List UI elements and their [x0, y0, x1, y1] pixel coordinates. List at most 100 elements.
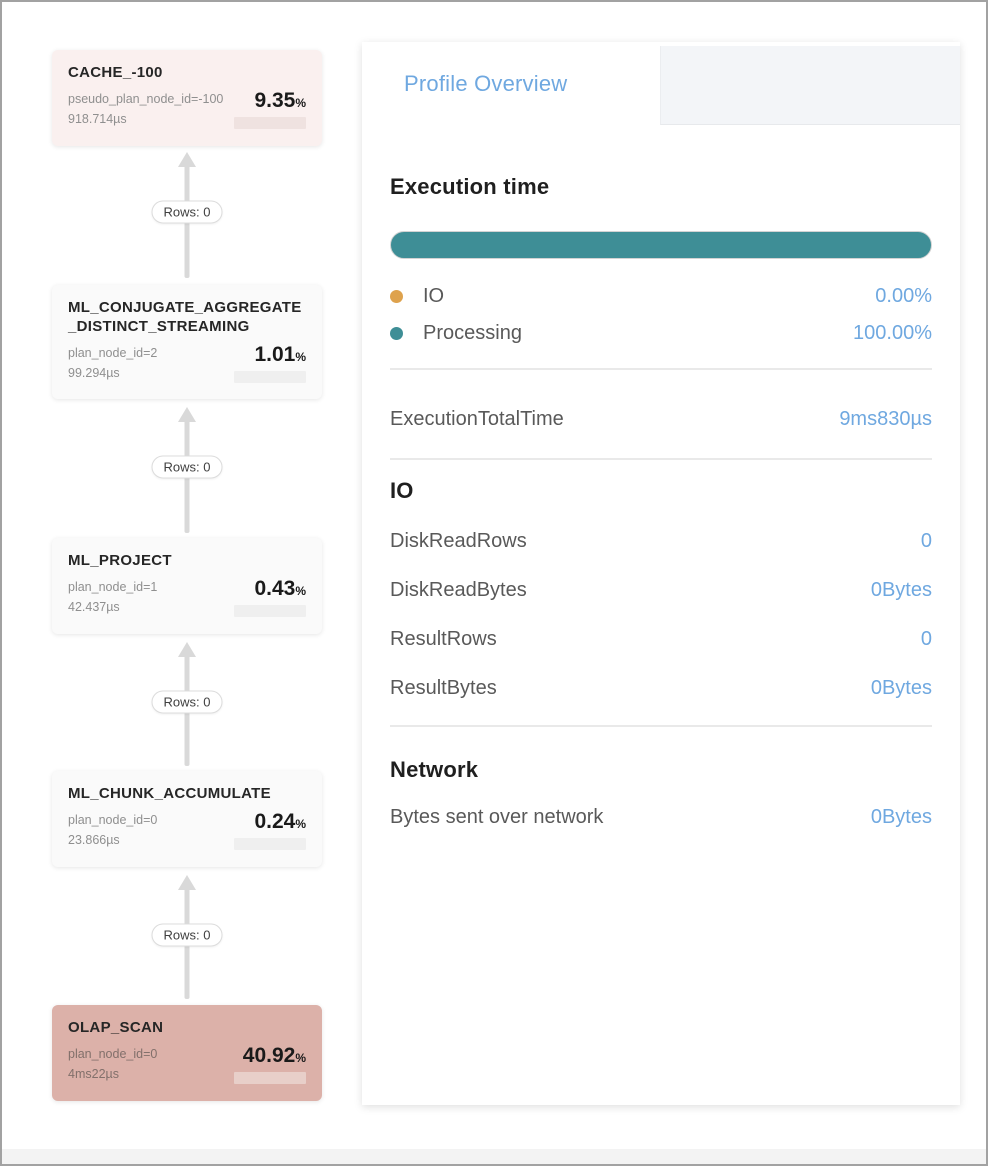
io-section-heading: IO — [390, 478, 414, 503]
plan-node-time: 99.294µs — [68, 366, 120, 381]
tab-bar-filler — [660, 46, 960, 125]
rows-badge: Rows: 0 — [151, 690, 223, 714]
tab-bar: Profile Overview — [362, 42, 960, 125]
plan-edge: Rows: 0 — [142, 875, 232, 999]
io-dot-icon — [390, 290, 403, 303]
disk-read-rows-row: DiskReadRows 0 — [390, 517, 932, 566]
metric-label: ResultBytes — [390, 677, 497, 699]
disk-read-bytes-row: DiskReadBytes 0Bytes — [390, 566, 932, 615]
result-rows-row: ResultRows 0 — [390, 615, 932, 664]
plan-node-percent: 9.35% — [234, 89, 306, 130]
processing-dot-icon — [390, 327, 403, 340]
plan-node-meta: plan_node_id=1 42.437µs — [68, 577, 157, 617]
percent-value: 1.01 — [254, 343, 296, 367]
plan-node-name: ML_CHUNK_ACCUMULATE — [68, 785, 271, 802]
metric-value: 0 — [920, 628, 932, 650]
percent-value: 9.35 — [254, 89, 296, 113]
metric-value: 0Bytes — [870, 579, 932, 601]
arrow-up-icon — [178, 642, 196, 657]
percent-bar — [234, 838, 306, 851]
percent-bar — [234, 1072, 306, 1085]
plan-node-card-cache[interactable]: CACHE_-100 pseudo_plan_node_id=-100 918.… — [52, 50, 322, 146]
legend-label: Processing — [423, 322, 522, 344]
divider — [390, 458, 932, 460]
plan-node-percent: 0.24% — [234, 810, 306, 851]
plan-node-time: 42.437µs — [68, 600, 120, 615]
network-section-heading: Network — [390, 757, 479, 782]
divider — [390, 368, 932, 370]
plan-node-name: OLAP_SCAN — [68, 1019, 164, 1036]
metric-value: 0 — [920, 530, 932, 552]
metric-label: DiskReadRows — [390, 530, 527, 552]
percent-sign: % — [295, 96, 306, 111]
metric-label: ExecutionTotalTime — [390, 407, 564, 430]
percent-sign: % — [295, 584, 306, 599]
tab-label: Profile Overview — [404, 70, 568, 96]
rows-badge: Rows: 0 — [151, 200, 223, 224]
metric-value: 9ms830µs — [839, 407, 932, 430]
percent-bar — [234, 117, 306, 130]
percent-sign: % — [295, 1051, 306, 1066]
plan-node-id: pseudo_plan_node_id=-100 — [68, 92, 224, 107]
plan-node-percent: 1.01% — [234, 343, 306, 384]
divider — [390, 725, 932, 727]
bottom-strip — [2, 1149, 986, 1164]
legend-label: IO — [423, 285, 445, 307]
execution-total-time-row: ExecutionTotalTime 9ms830µs — [390, 404, 932, 434]
plan-node-name: ML_CONJUGATE_AGGREGATE_DISTINCT_STREAMIN… — [68, 299, 302, 336]
profile-overview-panel: Profile Overview Execution time IO 0.00%… — [362, 42, 960, 1105]
plan-node-card-aggregate[interactable]: ML_CONJUGATE_AGGREGATE_DISTINCT_STREAMIN… — [52, 285, 322, 399]
plan-node-time: 4ms22µs — [68, 1067, 119, 1082]
plan-node-percent: 0.43% — [234, 577, 306, 618]
plan-edge: Rows: 0 — [142, 152, 232, 278]
legend-row-io: IO 0.00% — [390, 278, 932, 315]
metric-label: Bytes sent over network — [390, 805, 604, 828]
arrow-up-icon — [178, 875, 196, 890]
plan-node-meta: plan_node_id=2 99.294µs — [68, 343, 157, 383]
plan-node-percent: 40.92% — [234, 1044, 306, 1085]
percent-sign: % — [295, 817, 306, 832]
io-metrics: DiskReadRows 0 DiskReadBytes 0Bytes Resu… — [390, 517, 932, 713]
plan-node-card-olap-scan[interactable]: OLAP_SCAN plan_node_id=0 4ms22µs 40.92% — [52, 1005, 322, 1101]
metric-label: DiskReadBytes — [390, 579, 527, 601]
plan-edge: Rows: 0 — [142, 642, 232, 766]
plan-node-meta: plan_node_id=0 4ms22µs — [68, 1044, 157, 1084]
percent-bar — [234, 605, 306, 618]
plan-node-id: plan_node_id=2 — [68, 346, 158, 361]
legend-value: 0.00% — [875, 285, 932, 307]
plan-node-name: CACHE_-100 — [68, 64, 163, 81]
plan-node-time: 23.866µs — [68, 833, 120, 848]
execution-time-bar — [390, 231, 932, 259]
plan-node-card-accumulate[interactable]: ML_CHUNK_ACCUMULATE plan_node_id=0 23.86… — [52, 771, 322, 867]
plan-node-time: 918.714µs — [68, 112, 127, 127]
bytes-sent-row: Bytes sent over network 0Bytes — [390, 799, 932, 835]
result-bytes-row: ResultBytes 0Bytes — [390, 664, 932, 713]
execution-time-legend: IO 0.00% Processing 100.00% — [390, 278, 932, 352]
arrow-up-icon — [178, 407, 196, 422]
metric-label: ResultRows — [390, 628, 497, 650]
percent-sign: % — [295, 350, 306, 365]
plan-node-name: ML_PROJECT — [68, 552, 172, 569]
rows-badge: Rows: 0 — [151, 455, 223, 479]
legend-row-processing: Processing 100.00% — [390, 315, 932, 352]
metric-value: 0Bytes — [870, 677, 932, 699]
percent-bar — [234, 371, 306, 384]
plan-node-id: plan_node_id=0 — [68, 1047, 158, 1062]
plan-edge: Rows: 0 — [142, 407, 232, 533]
plan-node-meta: plan_node_id=0 23.866µs — [68, 810, 157, 850]
metric-value: 0Bytes — [870, 805, 932, 828]
percent-value: 40.92 — [242, 1044, 296, 1068]
tab-profile-overview[interactable]: Profile Overview — [362, 42, 660, 125]
arrow-up-icon — [178, 152, 196, 167]
plan-node-id: plan_node_id=0 — [68, 813, 158, 828]
execution-time-heading: Execution time — [390, 174, 550, 199]
rows-badge: Rows: 0 — [151, 923, 223, 947]
plan-node-card-project[interactable]: ML_PROJECT plan_node_id=1 42.437µs 0.43% — [52, 538, 322, 634]
plan-node-id: plan_node_id=1 — [68, 580, 158, 595]
panel-content: Execution time IO 0.00% Processing 100.0… — [362, 172, 960, 835]
percent-value: 0.24 — [254, 810, 296, 834]
percent-value: 0.43 — [254, 577, 296, 601]
legend-value: 100.00% — [853, 322, 932, 344]
plan-node-meta: pseudo_plan_node_id=-100 918.714µs — [68, 89, 223, 129]
